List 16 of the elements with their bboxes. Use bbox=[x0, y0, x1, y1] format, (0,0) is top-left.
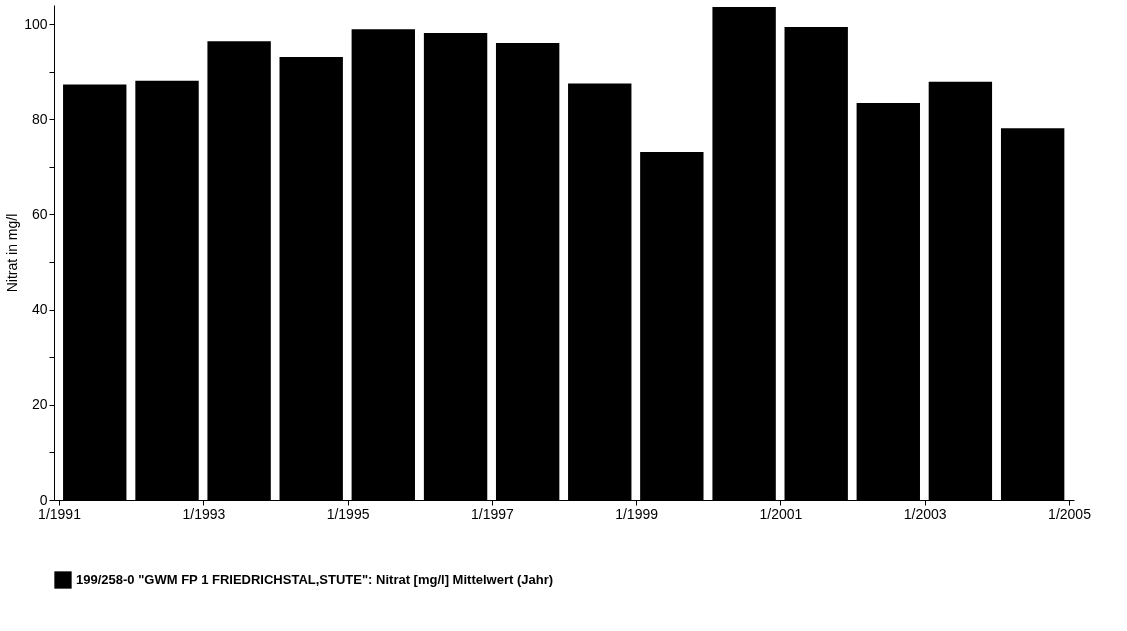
x-tick-label: 1/2005 bbox=[1048, 505, 1092, 522]
y-tick-label: 0 bbox=[39, 491, 48, 508]
x-tick-label: 1/2001 bbox=[759, 505, 803, 522]
x-tick-label: 1/1999 bbox=[615, 505, 659, 522]
x-tick-label: 1/1991 bbox=[38, 505, 82, 522]
x-tick-label: 1/1995 bbox=[326, 505, 370, 522]
y-tick-label: 40 bbox=[31, 301, 48, 318]
y-tick-label: 20 bbox=[31, 396, 48, 413]
x-tick-label: 1/1997 bbox=[471, 505, 515, 522]
y-tick-label: 80 bbox=[31, 110, 48, 127]
legend-label: 199/258-0 "GWM FP 1 FRIEDRICHSTAL,STUTE": Nitrat [mg/l] Mittelwert (Jahr) bbox=[76, 572, 554, 587]
y-tick-label: 60 bbox=[31, 205, 48, 222]
y-tick-label: 100 bbox=[24, 15, 48, 32]
x-tick-label: 1/1993 bbox=[182, 505, 226, 522]
x-tick-label: 1/2003 bbox=[903, 505, 947, 522]
y-axis-title: Nitrat in mg/l bbox=[4, 213, 21, 293]
